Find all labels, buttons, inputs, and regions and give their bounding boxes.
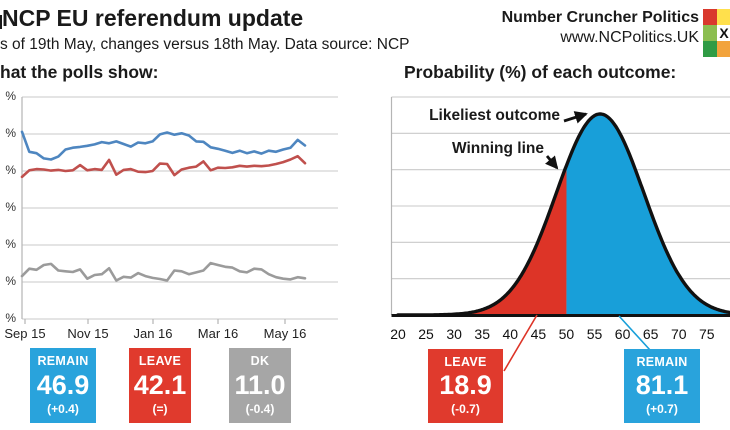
x-axis-tick-label: 30 [446, 326, 462, 342]
remain-probability-area [566, 114, 730, 315]
y-axis-tick-label: % [5, 311, 16, 325]
ballot-x-icon: X [717, 25, 730, 41]
y-axis-tick-label: % [5, 274, 16, 288]
x-axis-tick-label: 65 [642, 326, 659, 342]
logo-color-square [703, 41, 717, 57]
brand-name: Number Cruncher Politics [501, 9, 699, 26]
box-change: (+0.7) [646, 402, 678, 416]
x-axis-tick-label: 70 [670, 326, 687, 342]
x-axis-tick-label: Jan 16 [133, 326, 173, 341]
box-change: (-0.4) [245, 402, 275, 416]
x-axis-tick-label: 75 [699, 326, 715, 342]
box-value: 42.1 [133, 369, 187, 400]
x-axis-tick-label: 40 [502, 326, 519, 342]
remain-poll-box: REMAIN 46.9 (+0.4) [30, 348, 96, 423]
y-axis-tick-label: % [5, 126, 16, 140]
box-change: (-0.7) [451, 402, 480, 416]
box-label: REMAIN [37, 354, 89, 368]
x-axis-tick-label: 35 [474, 326, 490, 342]
likeliest-outcome-arrow [563, 111, 588, 124]
cropped-title-fragment [0, 15, 2, 29]
x-axis-tick-label: 20 [390, 326, 406, 342]
box-value: 46.9 [36, 369, 90, 400]
page-title: NCP EU referendum update [2, 5, 304, 31]
box-label: REMAIN [636, 355, 688, 369]
y-axis-tick-label: % [5, 89, 16, 103]
x-axis-tick-label: 60 [614, 326, 631, 342]
box-value: 11.0 [234, 369, 286, 400]
y-axis-tick-label: % [5, 237, 16, 251]
logo-color-square [717, 9, 730, 25]
leave-box-leader-line [503, 314, 538, 372]
leave-probability-box: LEAVE 18.9 (-0.7) [428, 349, 503, 423]
y-axis-tick-label: % [5, 163, 16, 177]
winning-line-annotation: Winning line [452, 140, 544, 157]
logo-color-square [703, 9, 717, 25]
x-axis-tick-label: 45 [530, 326, 547, 342]
dk-poll-box: DK 11.0 (-0.4) [229, 348, 291, 423]
leave-poll-box: LEAVE 42.1 (=) [129, 348, 191, 423]
brand-logo-icon: X [703, 9, 730, 57]
remain-box-leader-line [618, 315, 651, 351]
box-label: DK [250, 354, 270, 368]
x-axis-tick-label: May 16 [263, 326, 307, 341]
box-change: (=) [152, 402, 168, 416]
logo-color-square [717, 41, 730, 57]
polls-panel-title: hat the polls show: [0, 62, 159, 82]
x-axis-tick-label: Mar 16 [197, 326, 239, 341]
page-subtitle: s of 19th May, changes versus 18th May. … [0, 36, 410, 53]
x-axis-tick-label: Nov 15 [67, 326, 109, 341]
x-axis-tick-label: 25 [418, 326, 434, 342]
website-link: www.NCPolitics.UK [560, 29, 699, 46]
y-axis-tick-label: % [5, 200, 16, 214]
logo-color-square [703, 25, 717, 41]
x-axis-tick-label: 55 [586, 326, 603, 342]
leave-poll-line [20, 154, 307, 179]
box-change: (+0.4) [47, 402, 79, 416]
box-value: 18.9 [439, 370, 492, 400]
remain-probability-box: REMAIN 81.1 (+0.7) [624, 349, 700, 423]
winning-line-arrow [545, 155, 559, 170]
x-axis-tick-label: 50 [558, 326, 575, 342]
box-label: LEAVE [444, 355, 487, 369]
box-value: 81.1 [635, 370, 689, 400]
leave-probability-area [398, 165, 567, 315]
x-axis-tick-label: Sep 15 [4, 326, 46, 341]
dk-poll-line [20, 261, 307, 282]
remain-poll-line [20, 130, 307, 161]
box-label: LEAVE [138, 354, 182, 368]
probability-panel-title: Probability (%) of each outcome: [404, 62, 677, 82]
likeliest-outcome-annotation: Likeliest outcome [429, 107, 560, 124]
